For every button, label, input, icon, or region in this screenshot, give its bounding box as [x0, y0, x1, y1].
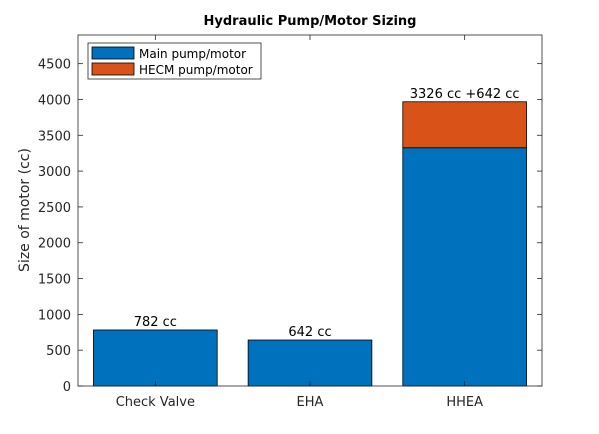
y-tick-label: 2000	[38, 237, 71, 252]
bars	[93, 101, 527, 387]
legend-label: HECM pump/motor	[139, 63, 253, 77]
legend-label: Main pump/motor	[139, 47, 246, 61]
legend: Main pump/motor HECM pump/motor	[87, 42, 262, 80]
chart-title: Hydraulic Pump/Motor Sizing	[204, 14, 417, 29]
y-tick-label: 0	[63, 380, 71, 395]
bar-value-label: 3326 cc +642 cc	[410, 87, 520, 102]
bar-main-pump-motor	[247, 339, 373, 387]
y-axis-label: Size of motor (cc)	[17, 148, 33, 272]
plot-frame	[77, 34, 543, 387]
y-tick-label: 500	[46, 344, 71, 359]
bar-main-pump-motor	[402, 147, 527, 387]
bar-value-label: 782 cc	[134, 315, 177, 330]
x-axis: Check Valve EHA HHEA	[116, 35, 483, 410]
bar-hecm-pump-motor	[402, 101, 527, 149]
y-tick-label: 4000	[38, 93, 71, 108]
x-tick-label: Check Valve	[116, 395, 195, 410]
legend-swatch	[91, 46, 135, 60]
y-tick-label: 3000	[38, 165, 71, 180]
bar-main-pump-motor	[93, 329, 218, 387]
legend-swatch	[91, 62, 135, 76]
y-tick-label: 4500	[38, 58, 71, 73]
y-axis: 0 500 1000 1500 2000 2500 3000 3500 4000 4500	[38, 58, 542, 395]
y-tick-label: 1000	[38, 308, 71, 323]
y-tick-label: 3500	[38, 129, 71, 144]
bar-value-label: 642 cc	[288, 325, 331, 340]
bar-labels: 782 cc 642 cc 3326 cc +642 cc	[134, 87, 520, 340]
y-tick-label: 2500	[38, 201, 71, 216]
x-tick-label: HHEA	[446, 395, 483, 410]
y-tick-label: 1500	[38, 273, 71, 288]
x-tick-label: EHA	[297, 395, 324, 410]
